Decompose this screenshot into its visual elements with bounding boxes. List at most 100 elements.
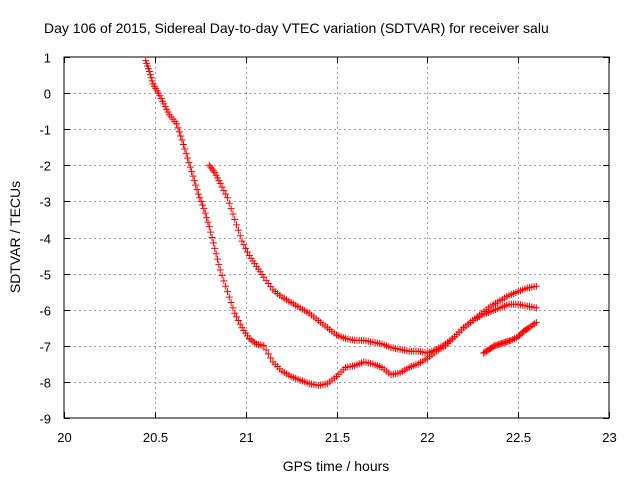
- data-point: [211, 244, 219, 252]
- data-point: [234, 226, 242, 234]
- data-point: [509, 335, 517, 343]
- data-point: [249, 337, 257, 345]
- data-point: [216, 179, 224, 187]
- data-point: [532, 304, 540, 312]
- data-point: [184, 154, 192, 162]
- data-point: [532, 282, 540, 290]
- data-point: [214, 255, 222, 263]
- data-point: [207, 163, 215, 171]
- data-point: [196, 194, 204, 202]
- chart-title: Day 106 of 2015, Sidereal Day-to-day VTE…: [44, 20, 549, 36]
- y-tick-label: 0: [44, 87, 51, 102]
- data-point: [204, 218, 212, 226]
- data-point: [229, 210, 237, 218]
- data-point: [234, 317, 242, 325]
- y-tick-label: 1: [44, 51, 51, 66]
- data-point: [231, 309, 239, 317]
- data-point: [190, 177, 198, 185]
- data-point: [193, 186, 201, 194]
- data-point: [218, 271, 226, 279]
- data-point: [240, 241, 248, 249]
- x-tick-label: 20: [57, 430, 71, 445]
- data-point: [227, 205, 235, 213]
- y-tick-label: -3: [39, 195, 51, 210]
- data-point: [182, 150, 190, 158]
- data-point: [529, 321, 537, 329]
- data-point: [233, 313, 241, 321]
- data-point: [532, 318, 540, 326]
- data-point: [146, 71, 154, 79]
- data-point: [209, 239, 217, 247]
- data-point: [201, 209, 209, 217]
- data-point: [189, 172, 197, 180]
- data-point: [267, 354, 275, 362]
- data-point: [264, 350, 272, 358]
- data-point: [207, 228, 215, 236]
- data-point: [227, 298, 235, 306]
- series-track-2: [205, 161, 540, 357]
- y-tick-label: -8: [39, 376, 51, 391]
- data-point: [199, 201, 207, 209]
- data-point: [222, 282, 230, 290]
- data-point: [525, 324, 533, 332]
- x-tick-label: 21: [239, 430, 253, 445]
- axis-ticks: [64, 57, 610, 419]
- data-point: [225, 293, 233, 301]
- data-point: [148, 77, 156, 85]
- data-point: [197, 197, 205, 205]
- x-tick-label: 20.5: [143, 430, 168, 445]
- data-point: [511, 335, 519, 343]
- y-tick-label: -6: [39, 304, 51, 319]
- data-point: [527, 322, 535, 330]
- data-point: [192, 181, 200, 189]
- data-point: [225, 199, 233, 207]
- data-point: [174, 124, 182, 132]
- data-point: [243, 248, 251, 256]
- x-tick-labels: 20 20.5 21 21.5 22 22.5 23: [57, 430, 616, 445]
- data-point: [188, 168, 196, 176]
- data-point: [205, 223, 213, 231]
- data-point: [186, 163, 194, 171]
- y-tick-label: -2: [39, 159, 51, 174]
- data-point: [245, 335, 253, 343]
- y-axis-label: SDTVAR / TECUs: [7, 181, 23, 293]
- data-point: [173, 120, 181, 128]
- data-point: [222, 190, 230, 198]
- series-track-3: [480, 318, 540, 357]
- data-point: [209, 167, 217, 175]
- y-tick-label: -1: [39, 123, 51, 138]
- data-point: [145, 67, 153, 75]
- data-point: [236, 320, 244, 328]
- data-point: [238, 237, 246, 245]
- data-point: [224, 194, 231, 202]
- data-point: [231, 215, 239, 223]
- y-tick-label: -4: [39, 232, 51, 247]
- data-point: [507, 336, 515, 344]
- y-tick-label: -5: [39, 268, 51, 283]
- grid-lines: [64, 57, 609, 418]
- y-tick-label: -7: [39, 340, 51, 355]
- x-tick-label: 22: [420, 430, 434, 445]
- data-point: [203, 214, 211, 222]
- data-point: [178, 136, 186, 144]
- data-point: [220, 187, 228, 195]
- data-point: [179, 141, 187, 149]
- data-point: [224, 288, 231, 296]
- series-track-1: [142, 57, 540, 390]
- data-point: [208, 234, 216, 241]
- data-point: [220, 277, 228, 285]
- y-tick-label: -9: [39, 412, 51, 427]
- data-point: [216, 266, 224, 274]
- x-tick-label: 23: [602, 430, 616, 445]
- data-point: [212, 250, 220, 258]
- data-point: [233, 221, 241, 229]
- data-point: [236, 232, 244, 240]
- data-point: [247, 336, 255, 344]
- x-axis-label: GPS time / hours: [283, 458, 390, 474]
- data-point: [218, 183, 226, 191]
- data-point: [147, 74, 155, 82]
- data-point: [185, 159, 193, 167]
- data-point: [260, 342, 268, 350]
- data-point: [251, 339, 259, 347]
